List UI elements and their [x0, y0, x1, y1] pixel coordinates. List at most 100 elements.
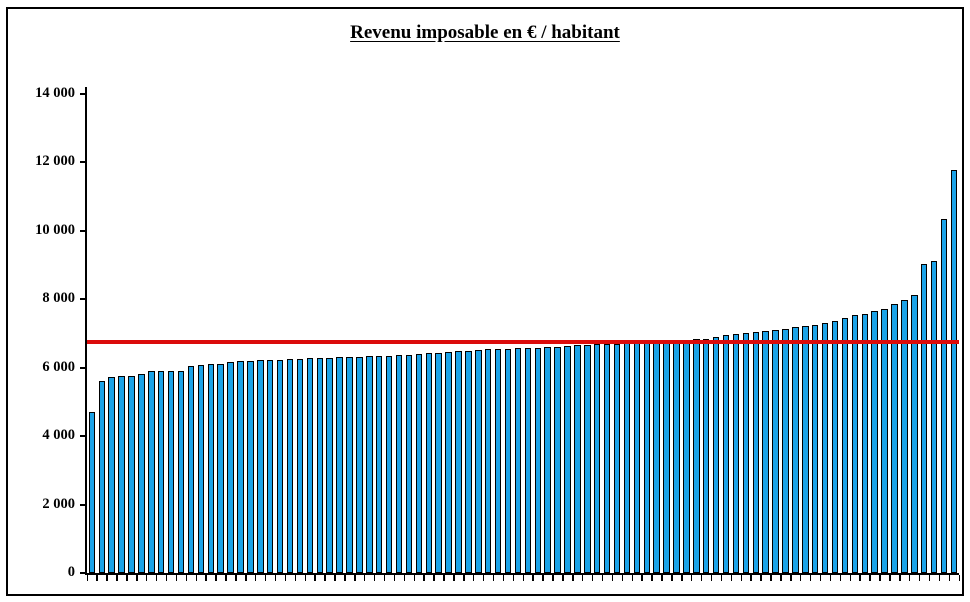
y-axis-tick-mark	[80, 572, 87, 574]
y-axis-tick-label: 14 000	[35, 85, 75, 101]
x-axis-tick-mark	[859, 575, 861, 581]
bar	[821, 322, 829, 573]
x-axis-tick-mark	[403, 575, 406, 581]
bar	[286, 359, 294, 573]
bar	[613, 343, 621, 573]
bar	[148, 371, 155, 573]
x-axis-tick-mark	[354, 575, 356, 581]
y-axis-tick-mark	[80, 435, 87, 438]
x-axis-tick-mark	[453, 575, 455, 581]
bar	[494, 348, 502, 573]
bar	[455, 351, 462, 573]
x-axis-tick-mark	[145, 575, 148, 581]
bar	[940, 219, 948, 573]
bar	[673, 340, 680, 573]
bar	[326, 357, 333, 573]
bar	[375, 356, 383, 573]
x-axis-tick-mark	[641, 575, 643, 581]
x-axis-tick-mark	[681, 575, 683, 581]
bar	[445, 351, 452, 573]
x-axis-tick-mark	[363, 575, 366, 581]
y-axis-tick-label: 0	[67, 564, 75, 580]
x-axis-tick-mark	[601, 575, 604, 581]
x-axis-tick-mark	[472, 575, 475, 581]
x-axis-tick-mark	[671, 575, 673, 581]
bar	[603, 344, 611, 573]
x-axis-tick-mark	[740, 575, 742, 581]
bar	[276, 359, 284, 573]
x-axis-tick-mark	[96, 575, 98, 581]
bar	[128, 375, 135, 573]
bar	[950, 169, 958, 573]
x-axis-tick-mark	[958, 575, 960, 581]
bar	[366, 356, 373, 573]
x-axis-tick-mark	[195, 575, 197, 581]
bar	[138, 373, 145, 573]
x-axis-tick-mark	[938, 575, 941, 581]
x-axis-tick-mark	[819, 575, 822, 581]
bar	[207, 363, 214, 573]
y-axis-tick-mark	[80, 229, 87, 232]
x-axis-tick-mark	[423, 575, 425, 581]
bar	[534, 347, 541, 573]
bar	[484, 349, 492, 573]
x-axis-tick-mark	[334, 575, 336, 581]
x-axis-tick-mark	[294, 575, 297, 581]
x-axis-tick-mark	[730, 575, 733, 581]
bar	[435, 352, 442, 573]
bar	[683, 340, 690, 573]
bar	[891, 303, 898, 573]
bar	[514, 348, 522, 573]
x-axis-tick-mark	[750, 575, 752, 581]
bar	[861, 314, 868, 573]
x-axis-tick-mark	[443, 575, 445, 581]
bar	[524, 347, 532, 573]
bar	[811, 324, 819, 573]
bar	[742, 333, 750, 573]
y-axis-tick-mark	[80, 161, 87, 164]
x-axis-tick-mark	[245, 575, 247, 581]
x-axis-tick-mark	[205, 575, 207, 581]
x-axis-tick-mark	[304, 575, 306, 581]
x-axis-tick-mark	[225, 575, 227, 581]
x-axis-tick-mark	[631, 575, 633, 581]
bar	[643, 342, 650, 573]
bar	[266, 359, 274, 573]
y-axis-tick-label: 2 000	[42, 495, 75, 512]
bar	[187, 366, 195, 573]
x-axis-tick-mark	[581, 575, 584, 581]
x-axis-tick-mark	[274, 575, 277, 581]
bar	[831, 320, 839, 573]
bar	[772, 329, 779, 573]
x-axis-tick-mark	[314, 575, 316, 581]
x-axis-tick-mark	[165, 575, 168, 581]
bar	[296, 358, 304, 573]
x-axis-tick-mark	[572, 575, 574, 581]
bar	[732, 334, 740, 573]
x-axis-tick-mark	[413, 575, 415, 581]
x-axis-tick-mark	[760, 575, 762, 581]
x-axis-tick-mark	[700, 575, 703, 581]
x-axis-tick-mark	[562, 575, 564, 581]
x-axis-tick-mark	[175, 575, 178, 581]
chart-frame: Revenu imposable en € / habitant 0 2 000 4…	[6, 7, 964, 596]
x-axis-tick-mark	[809, 575, 812, 581]
bar	[554, 346, 561, 573]
bar	[425, 353, 432, 573]
bar	[792, 327, 799, 573]
x-axis-tick-mark	[254, 575, 257, 581]
bar	[247, 360, 254, 573]
bar	[227, 362, 234, 573]
bar	[911, 295, 918, 573]
bar	[693, 339, 700, 573]
x-axis-tick-mark	[492, 575, 495, 581]
y-axis-tick-mark	[80, 366, 87, 369]
x-axis-tick-mark	[710, 575, 713, 581]
x-axis-tick-mark	[512, 575, 515, 581]
x-axis-tick-mark	[344, 575, 346, 581]
y-axis-tick-label: 10 000	[35, 221, 75, 238]
bar	[702, 338, 710, 573]
x-axis-tick-mark	[799, 575, 802, 581]
bar	[118, 376, 125, 573]
bar	[653, 342, 660, 573]
